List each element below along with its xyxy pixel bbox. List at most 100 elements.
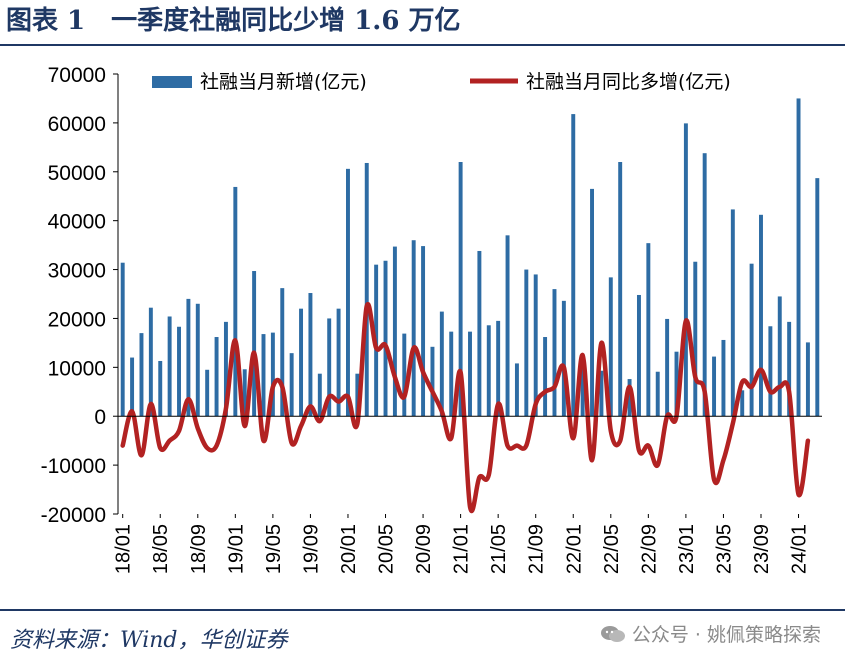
bar	[392, 246, 397, 417]
bar	[233, 186, 238, 417]
bar	[805, 342, 810, 417]
footer-divider	[0, 609, 845, 611]
x-tick-label: 20/05	[376, 524, 398, 574]
bar	[468, 331, 472, 417]
bar	[289, 353, 294, 417]
bar	[561, 300, 566, 417]
y-axis: -20000 -10000 0 10000 20000 30000 40000 50000 60…	[41, 64, 119, 527]
bar	[590, 188, 594, 417]
bar	[242, 369, 247, 417]
bar	[674, 351, 679, 417]
bar	[383, 260, 388, 417]
bar	[496, 320, 501, 417]
x-tick-label: 18/05	[150, 524, 172, 574]
bar	[768, 326, 773, 417]
bar	[796, 98, 801, 417]
bar	[252, 271, 257, 417]
bar	[636, 294, 641, 417]
y-tick-label: 60000	[48, 113, 106, 136]
bar	[421, 246, 426, 417]
bar-series	[120, 98, 820, 417]
bar	[514, 363, 519, 417]
x-tick-label: 18/01	[113, 524, 135, 574]
x-tick-label: 24/01	[789, 524, 811, 574]
y-tick-label: -10000	[41, 455, 106, 478]
bar	[177, 326, 181, 417]
bar	[571, 114, 576, 417]
x-tick-label: 19/09	[300, 524, 322, 574]
bar	[524, 269, 529, 417]
bar	[777, 296, 782, 417]
x-tick-label: 22/05	[601, 524, 623, 574]
bar	[552, 289, 557, 417]
x-tick-label: 20/09	[413, 524, 435, 574]
x-tick-label: 22/01	[563, 524, 585, 574]
bar	[458, 162, 463, 417]
bar	[721, 339, 726, 417]
bar	[364, 162, 369, 417]
bar	[693, 261, 698, 417]
y-tick-label: 70000	[48, 64, 106, 87]
bar	[261, 334, 266, 417]
bar	[683, 123, 688, 417]
x-tick-label: 18/09	[188, 524, 210, 574]
x-tick-label: 23/05	[713, 524, 735, 574]
bar	[646, 243, 651, 417]
x-tick-label: 21/01	[451, 524, 473, 574]
y-tick-label: 0	[94, 406, 106, 429]
title-divider	[0, 44, 845, 46]
line-series	[120, 301, 811, 513]
watermark: 公众号 · 姚佩策略探索	[600, 620, 821, 647]
x-tick-label: 20/01	[338, 524, 360, 574]
bar	[543, 337, 548, 417]
bar	[486, 325, 491, 417]
legend-bar-swatch	[152, 76, 192, 88]
bar	[327, 318, 332, 417]
bar	[158, 360, 163, 417]
y-tick-label: 40000	[48, 211, 106, 234]
bar	[167, 316, 172, 417]
x-tick-label: 19/01	[225, 524, 247, 574]
legend-line-label: 社融当月同比多增(亿元)	[526, 71, 731, 93]
bar	[308, 293, 313, 417]
bar	[608, 277, 613, 417]
y-tick-label: 20000	[48, 308, 106, 331]
y-tick-label: 50000	[48, 162, 106, 185]
bar	[195, 303, 200, 417]
bar	[205, 369, 210, 417]
bar	[130, 357, 135, 417]
bar	[627, 379, 632, 417]
bar	[749, 263, 754, 417]
x-tick-label: 22/09	[638, 524, 660, 574]
y-tick-label: 30000	[48, 260, 106, 283]
bar	[712, 356, 717, 417]
x-tick-label: 23/09	[751, 524, 773, 574]
bar	[759, 214, 763, 417]
page-title: 图表 1 一季度社融同比少增 1.6 万亿	[6, 6, 461, 36]
bar	[599, 370, 604, 417]
x-axis: 18/01 18/05 18/09 19/01 19/05 19/09 20/01 20/05…	[113, 415, 822, 574]
bar	[355, 373, 360, 417]
bar	[336, 308, 341, 417]
bar	[317, 373, 322, 417]
bar	[430, 346, 435, 417]
bar	[655, 371, 660, 417]
y-tick-label: -20000	[41, 504, 106, 527]
x-tick-label: 23/01	[676, 524, 698, 574]
bar	[730, 209, 735, 417]
bar	[477, 250, 482, 417]
bar	[214, 337, 219, 417]
combo-chart: -20000 -10000 0 10000 20000 30000 40000 50000 60…	[41, 64, 822, 574]
bar	[449, 331, 454, 417]
bar	[120, 262, 125, 417]
bar	[280, 288, 285, 417]
bar	[299, 308, 304, 417]
bar	[740, 390, 745, 417]
x-tick-label: 19/05	[263, 524, 285, 574]
bar	[270, 332, 275, 417]
bar	[787, 321, 792, 417]
bar	[815, 178, 820, 417]
bar	[505, 235, 510, 417]
y-tick-label: 10000	[48, 357, 106, 380]
bar	[186, 298, 191, 417]
